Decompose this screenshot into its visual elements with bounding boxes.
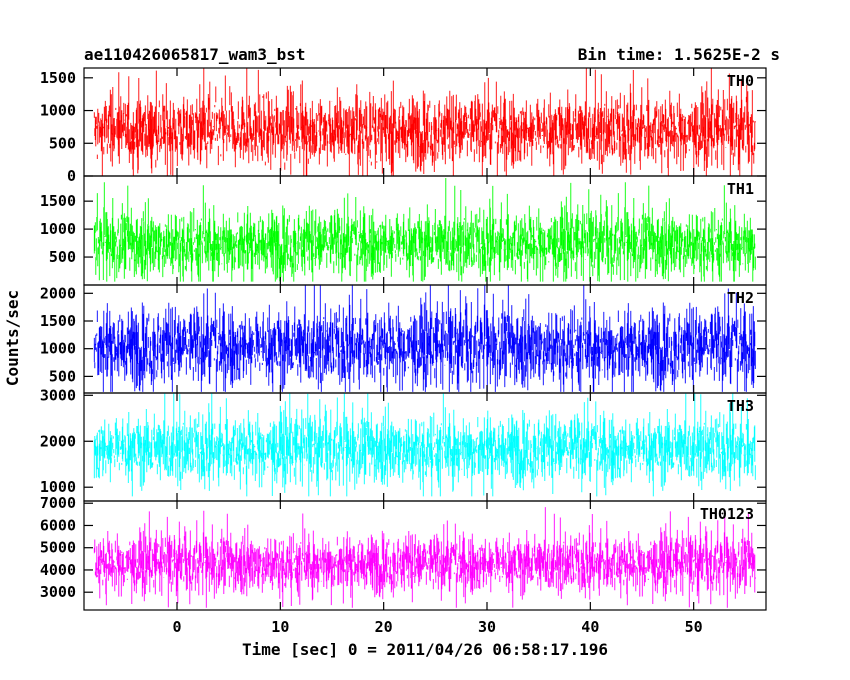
bin-time-label: Bin time: 1.5625E-2 s xyxy=(578,45,780,64)
series-trace-th0123 xyxy=(93,507,756,608)
y-tick-label: 1000 xyxy=(40,340,76,358)
panel-frame-th0123 xyxy=(83,500,767,611)
y-tick-label: 500 xyxy=(49,134,76,152)
y-tick-label: 3000 xyxy=(40,386,76,404)
y-tick-label: 4000 xyxy=(40,561,76,579)
y-tick-label: 500 xyxy=(49,248,76,266)
panel-label-th0: TH0 xyxy=(727,72,754,90)
panel-label-th1: TH1 xyxy=(727,180,754,198)
series-trace-th0 xyxy=(93,68,756,176)
x-tick-label: 20 xyxy=(375,618,393,636)
y-tick-label: 6000 xyxy=(40,516,76,534)
y-axis-label: Counts/sec xyxy=(3,290,22,386)
panel-label-th2: TH2 xyxy=(727,289,754,307)
y-tick-label: 1000 xyxy=(40,220,76,238)
chart-title: ae110426065817_wam3_bst xyxy=(84,45,306,64)
x-tick-label: 30 xyxy=(478,618,496,636)
y-tick-label: 2000 xyxy=(40,284,76,302)
y-tick-label: 1000 xyxy=(40,102,76,120)
series-trace-th3 xyxy=(93,393,756,497)
x-tick-label: 40 xyxy=(581,618,599,636)
y-tick-label: 1500 xyxy=(40,192,76,210)
series-trace-th2 xyxy=(93,285,756,392)
y-tick-label: 2000 xyxy=(40,432,76,450)
y-tick-label: 0 xyxy=(67,167,76,185)
y-tick-label: 1500 xyxy=(40,69,76,87)
y-tick-label: 1000 xyxy=(40,478,76,496)
y-tick-label: 1500 xyxy=(40,312,76,330)
y-tick-label: 7000 xyxy=(40,494,76,512)
x-tick-label: 0 xyxy=(172,618,181,636)
panel-label-th0123: TH0123 xyxy=(700,505,754,523)
x-tick-label: 10 xyxy=(271,618,289,636)
series-trace-th1 xyxy=(93,178,756,282)
y-tick-label: 5000 xyxy=(40,539,76,557)
x-axis-label: Time [sec] 0 = 2011/04/26 06:58:17.196 xyxy=(242,640,608,659)
y-tick-label: 500 xyxy=(49,367,76,385)
y-tick-label: 3000 xyxy=(40,583,76,601)
panel-label-th3: TH3 xyxy=(727,397,754,415)
panel-frame-th3 xyxy=(83,392,767,502)
x-tick-label: 50 xyxy=(685,618,703,636)
